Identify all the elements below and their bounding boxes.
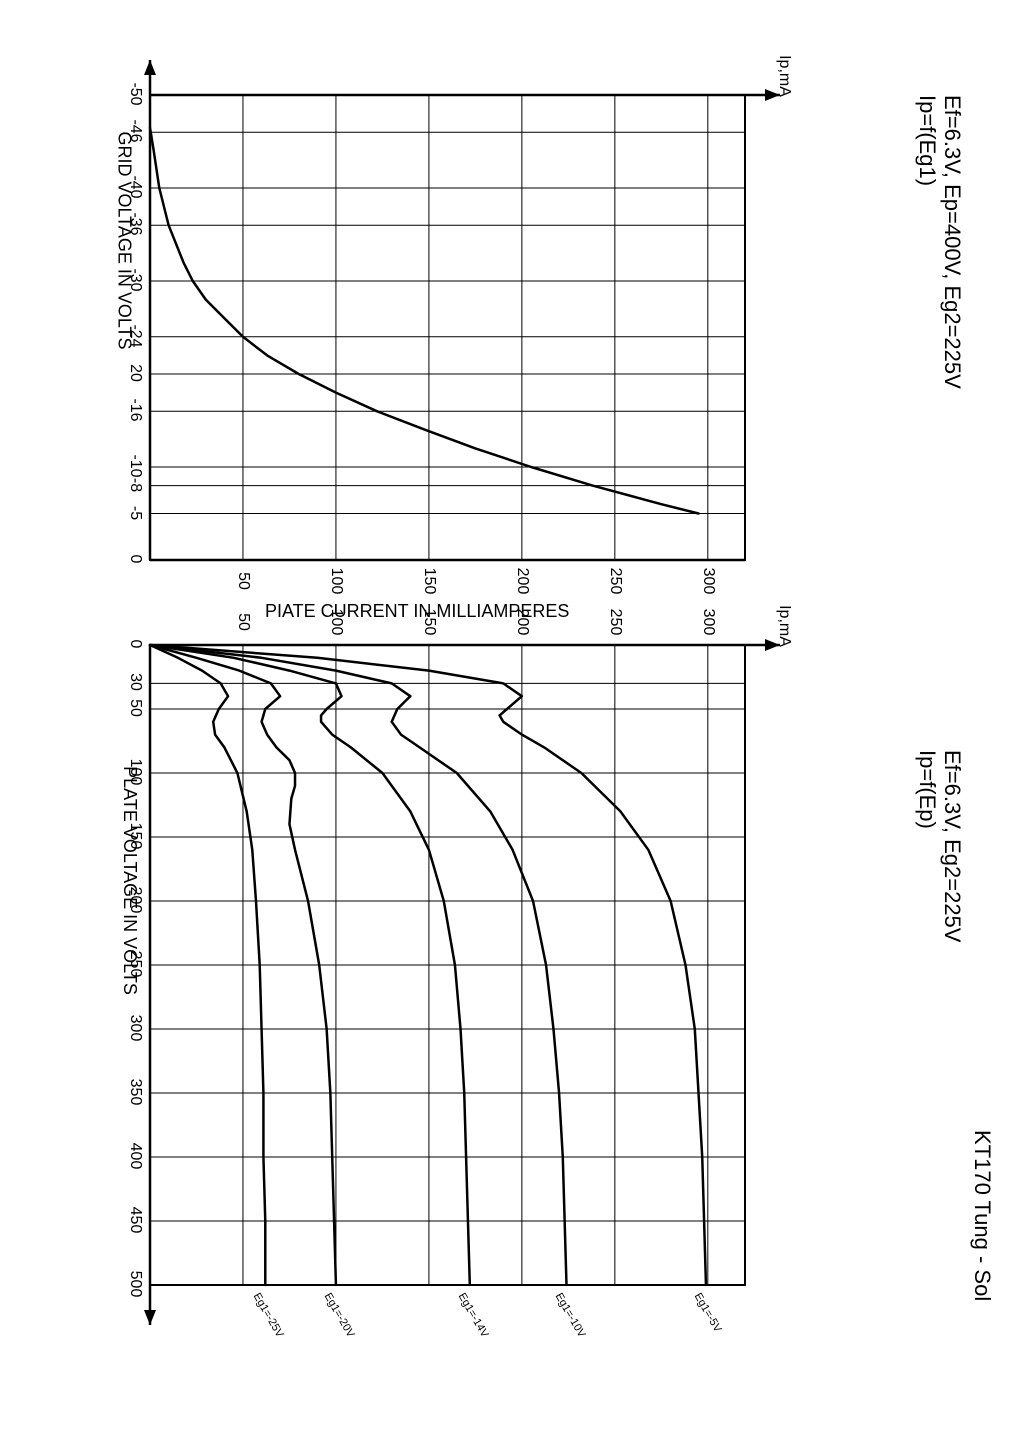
chart1-y-tick: 200	[513, 566, 531, 596]
chart2-svg	[100, 595, 795, 1395]
chart1-y-tick: 300	[699, 566, 717, 596]
chart1-x-tick: 0	[126, 544, 144, 574]
chart1-x-tick: -5	[126, 498, 144, 528]
chart2-x-tick: 450	[126, 1203, 144, 1237]
chart1-x-tick: -30	[126, 265, 144, 295]
chart2-title: Ip=f(Ep)	[914, 750, 940, 829]
chart2-x-tick: 100	[126, 755, 144, 789]
chart1-x-tick: 20	[126, 358, 144, 388]
chart2-x-tick: 50	[126, 691, 144, 725]
chart2-y-tick: 150	[420, 607, 438, 637]
chart1-x-tick: -46	[126, 116, 144, 146]
chart2-y-tick: 250	[606, 607, 624, 637]
chart1-svg	[100, 45, 795, 610]
chart1-y-tick: 100	[327, 566, 345, 596]
chart2-x-tick: 350	[126, 1075, 144, 1109]
chart2-y-tick: 50	[234, 607, 252, 637]
chart1-x-tick: -40	[126, 172, 144, 202]
chart2-y-axis-title: Ip,mA	[775, 605, 793, 647]
chart2-x-tick: 150	[126, 819, 144, 853]
chart1-title: Ip=f(Eg1)	[914, 95, 940, 186]
chart1-x-tick: -36	[126, 209, 144, 239]
chart1-y-tick: 50	[234, 566, 252, 596]
chart2-x-tick: 0	[126, 627, 144, 661]
chart2-x-tick: 200	[126, 883, 144, 917]
chart2-x-tick: 500	[126, 1267, 144, 1301]
chart1-x-tick: -8	[126, 470, 144, 500]
chart1-x-tick: -16	[126, 395, 144, 425]
page-root: KT170 Tung - Sol Ip=f(Eg1) Ef=6.3V, Ep=4…	[0, 0, 1018, 1440]
chart1-y-tick: 150	[420, 566, 438, 596]
chart2-y-tick: 100	[327, 607, 345, 637]
chart1-x-tick: -24	[126, 321, 144, 351]
chart2-y-tick: 200	[513, 607, 531, 637]
chart2-x-tick: 300	[126, 1011, 144, 1045]
chart2-x-tick: 400	[126, 1139, 144, 1173]
chart2-x-tick: 250	[126, 947, 144, 981]
chart2-y-tick: 300	[699, 607, 717, 637]
chart1-y-tick: 250	[606, 566, 624, 596]
brand-label: KT170 Tung - Sol	[969, 1130, 995, 1301]
chart1-y-axis-title: Ip,mA	[775, 55, 793, 97]
chart1-x-label: GRID VOLTAGE IN VOLTS	[114, 131, 135, 349]
chart2-subtitle: Ef=6.3V, Eg2=225V	[939, 750, 965, 942]
chart1-x-tick: -50	[126, 79, 144, 109]
chart1-subtitle: Ef=6.3V, Ep=400V, Eg2=225V	[939, 95, 965, 389]
